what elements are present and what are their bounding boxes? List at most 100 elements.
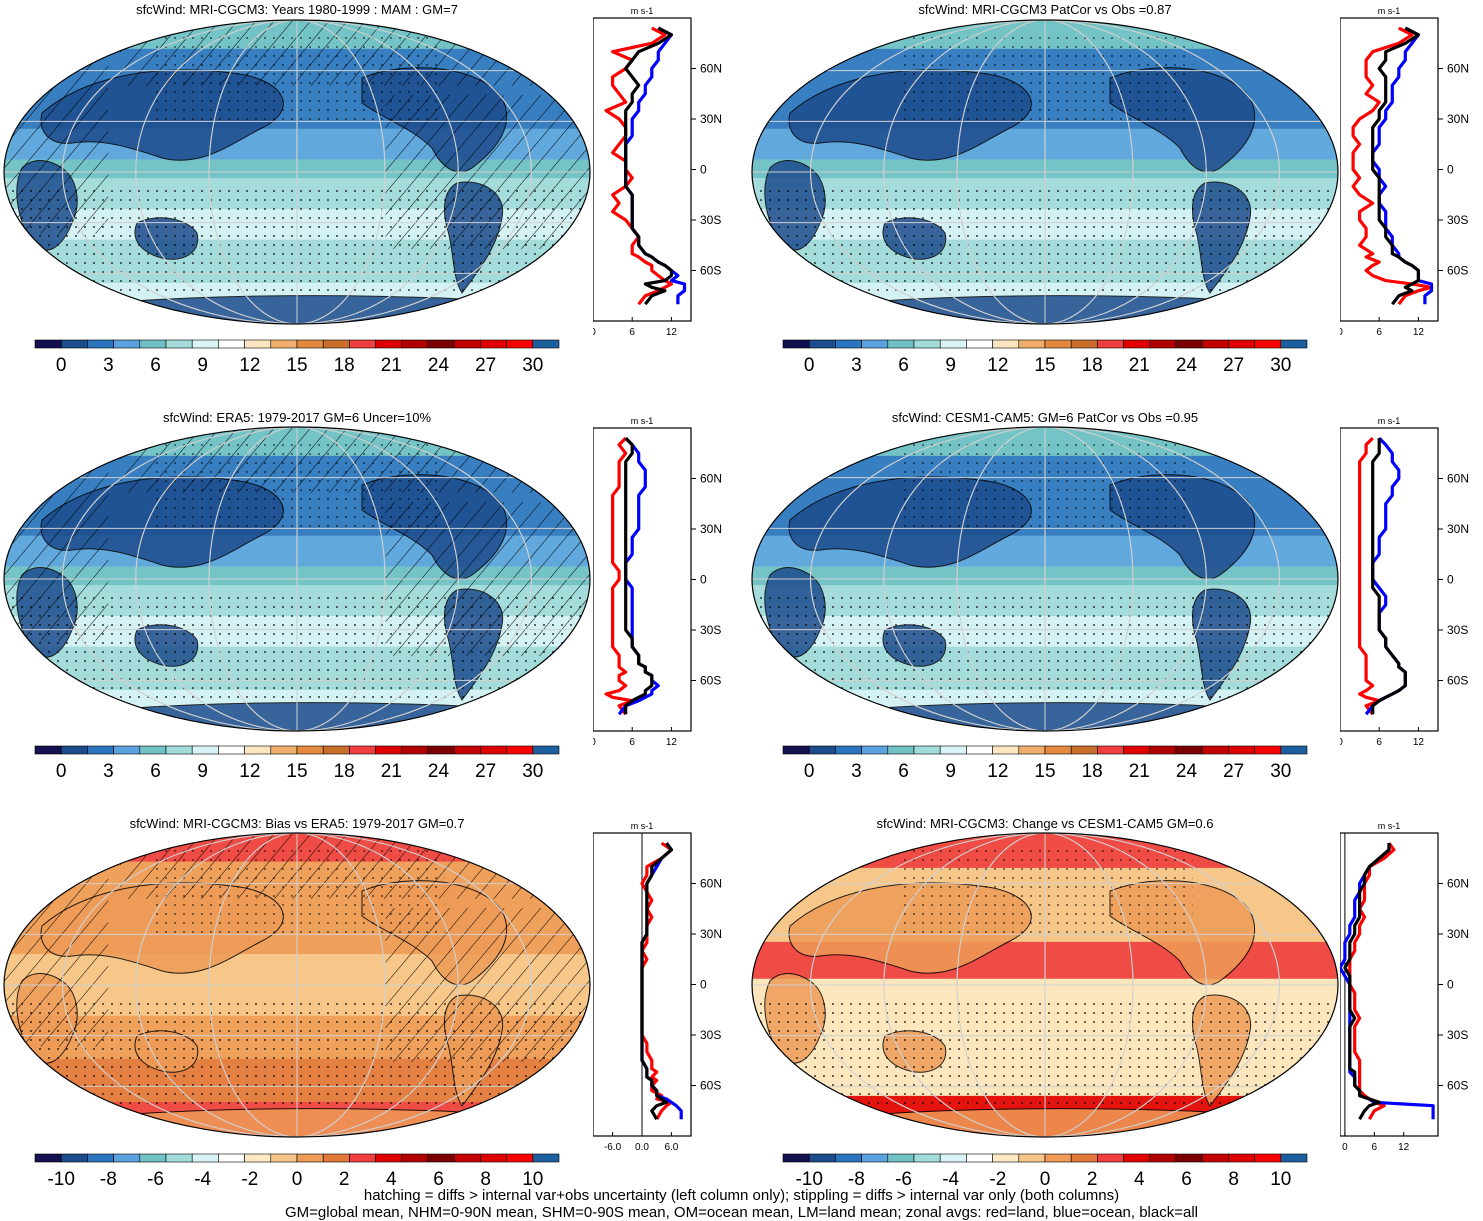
zonal-lat-label: 30S (1447, 623, 1468, 637)
colorbar-swatch (270, 1153, 298, 1163)
colorbar-label: 15 (1034, 355, 1055, 376)
footer-legend-line-1: hatching = diffs > internal var+obs unce… (363, 1187, 1120, 1204)
colorbar-label: 15 (286, 761, 307, 782)
colorbar-label: 27 (1223, 761, 1244, 782)
colorbar-swatch (782, 339, 810, 349)
colorbar-swatch (322, 745, 350, 755)
colorbar-label: 3 (851, 355, 862, 376)
colorbar-swatch (244, 745, 272, 755)
colorbar-swatch (1175, 1153, 1203, 1163)
colorbar-swatch (861, 745, 889, 755)
colorbar-swatch (113, 339, 141, 349)
colorbar-swatch (1280, 1153, 1308, 1163)
colorbar-swatch (375, 1153, 403, 1163)
colorbar-label: -10 (795, 1169, 822, 1190)
colorbar-swatch (913, 339, 941, 349)
colorbar-swatch (1149, 1153, 1177, 1163)
colorbar-label: 0 (56, 355, 67, 376)
colorbar-swatch (401, 339, 429, 349)
zonal-lat-label: 60N (1447, 472, 1469, 486)
colorbar-swatch (480, 339, 507, 349)
colorbar-label: 21 (381, 761, 402, 782)
colorbar-label: 3 (103, 355, 114, 376)
colorbar-label: 3 (851, 761, 862, 782)
map-title-5: sfcWind: MRI-CGCM3: Bias vs ERA5: 1979-2… (129, 816, 465, 831)
colorbar-4: 0 3 6 9 12 15 18 21 24 27 30 (782, 745, 1308, 782)
continent (540, 46, 576, 83)
zonal-all-line (640, 842, 673, 1121)
colorbar-swatch (1254, 339, 1282, 349)
colorbar-swatch (532, 745, 560, 755)
colorbar-2: 0 3 6 9 12 15 18 21 24 27 30 (782, 339, 1308, 376)
colorbar-swatch (191, 745, 219, 755)
colorbar-label: 4 (386, 1169, 397, 1190)
colorbar-swatch (1201, 339, 1229, 349)
zonal-lat-label: 30S (1447, 213, 1468, 227)
colorbar-swatch (939, 745, 967, 755)
colorbar-swatch (1097, 1153, 1124, 1163)
colorbar-swatch (34, 1153, 62, 1163)
map-outline (3, 832, 591, 1138)
colorbar-swatch (296, 745, 324, 755)
colorbar-swatch (401, 1153, 429, 1163)
hatching (120, 20, 590, 86)
zonal-x-label: 6 (1376, 327, 1382, 337)
map-outline (751, 832, 1339, 1138)
colorbar-1: 0 3 6 9 12 15 18 21 24 27 30 (34, 339, 560, 376)
colorbar-label: -8 (848, 1169, 865, 1190)
colorbar-swatch (453, 339, 481, 349)
colorbar-swatch (191, 1153, 219, 1163)
hatching (120, 833, 590, 899)
zonal-mean-plot-1: m s-1 60N 30N 0 30S 60S 0 6 12 (593, 6, 722, 337)
colorbar-swatch (322, 1153, 350, 1163)
zonal-frame (593, 427, 692, 732)
colorbar-swatch (427, 745, 455, 755)
colorbar-label: 21 (1129, 761, 1150, 782)
colorbar-label: 9 (945, 355, 956, 376)
map-outline (751, 426, 1339, 732)
colorbar-label: 4 (1134, 1169, 1145, 1190)
colorbar-label: -10 (47, 1169, 74, 1190)
colorbar-swatch (87, 339, 114, 349)
colorbar-label: 0 (804, 761, 815, 782)
zonal-lat-label: 30N (700, 522, 722, 536)
graticule (4, 833, 590, 1137)
colorbar-swatch (913, 1153, 941, 1163)
colorbar-label: 27 (1223, 355, 1244, 376)
zonal-mean-plot-5: m s-1 60N 30N 0 30S 60S -6.0 0.0 6.0 (593, 821, 722, 1152)
colorbar-label: 3 (103, 761, 114, 782)
zonal-lat-label: 30N (1447, 522, 1469, 536)
colorbar-label: 27 (475, 355, 496, 376)
zonal-ocean-line (617, 436, 660, 716)
colorbar-label: 12 (239, 355, 260, 376)
colorbar-swatch (532, 1153, 560, 1163)
colorbar-swatch (87, 1153, 114, 1163)
zonal-all-line (1343, 843, 1391, 1121)
colorbar-swatch (861, 1153, 889, 1163)
colorbar-swatch (966, 339, 993, 349)
colorbar-label: 9 (945, 761, 956, 782)
zonal-lat-label: 0 (1447, 573, 1454, 587)
colorbar-swatch (808, 745, 836, 755)
zonal-land-line (604, 436, 634, 716)
zonal-unit-label: m s-1 (1378, 416, 1401, 426)
continent (1288, 859, 1324, 896)
map-title-4: sfcWind: CESM1-CAM5: GM=6 PatCor vs Obs … (891, 410, 1199, 425)
colorbar-swatch (1280, 339, 1308, 349)
colorbar-swatch (1228, 339, 1255, 349)
map-title-2: sfcWind: MRI-CGCM3 PatCor vs Obs =0.87 (918, 2, 1172, 17)
colorbar-label: 6 (1181, 1169, 1192, 1190)
colorbar-swatch (939, 1153, 967, 1163)
colorbar-label: 10 (1270, 1169, 1291, 1190)
colorbar-swatch (1254, 1153, 1282, 1163)
colorbar-swatch (296, 339, 324, 349)
zonal-lat-label: 60S (1447, 264, 1468, 278)
colorbar-label: 21 (1129, 355, 1150, 376)
colorbar-swatch (375, 745, 403, 755)
zonal-lat-label: 60S (700, 1079, 721, 1093)
colorbar-swatch (34, 339, 62, 349)
colorbar-swatch (1228, 1153, 1255, 1163)
colorbar-label: 24 (428, 761, 450, 782)
zonal-lat-label: 60N (1447, 877, 1469, 891)
zonal-x-label: 0 (1340, 327, 1343, 337)
